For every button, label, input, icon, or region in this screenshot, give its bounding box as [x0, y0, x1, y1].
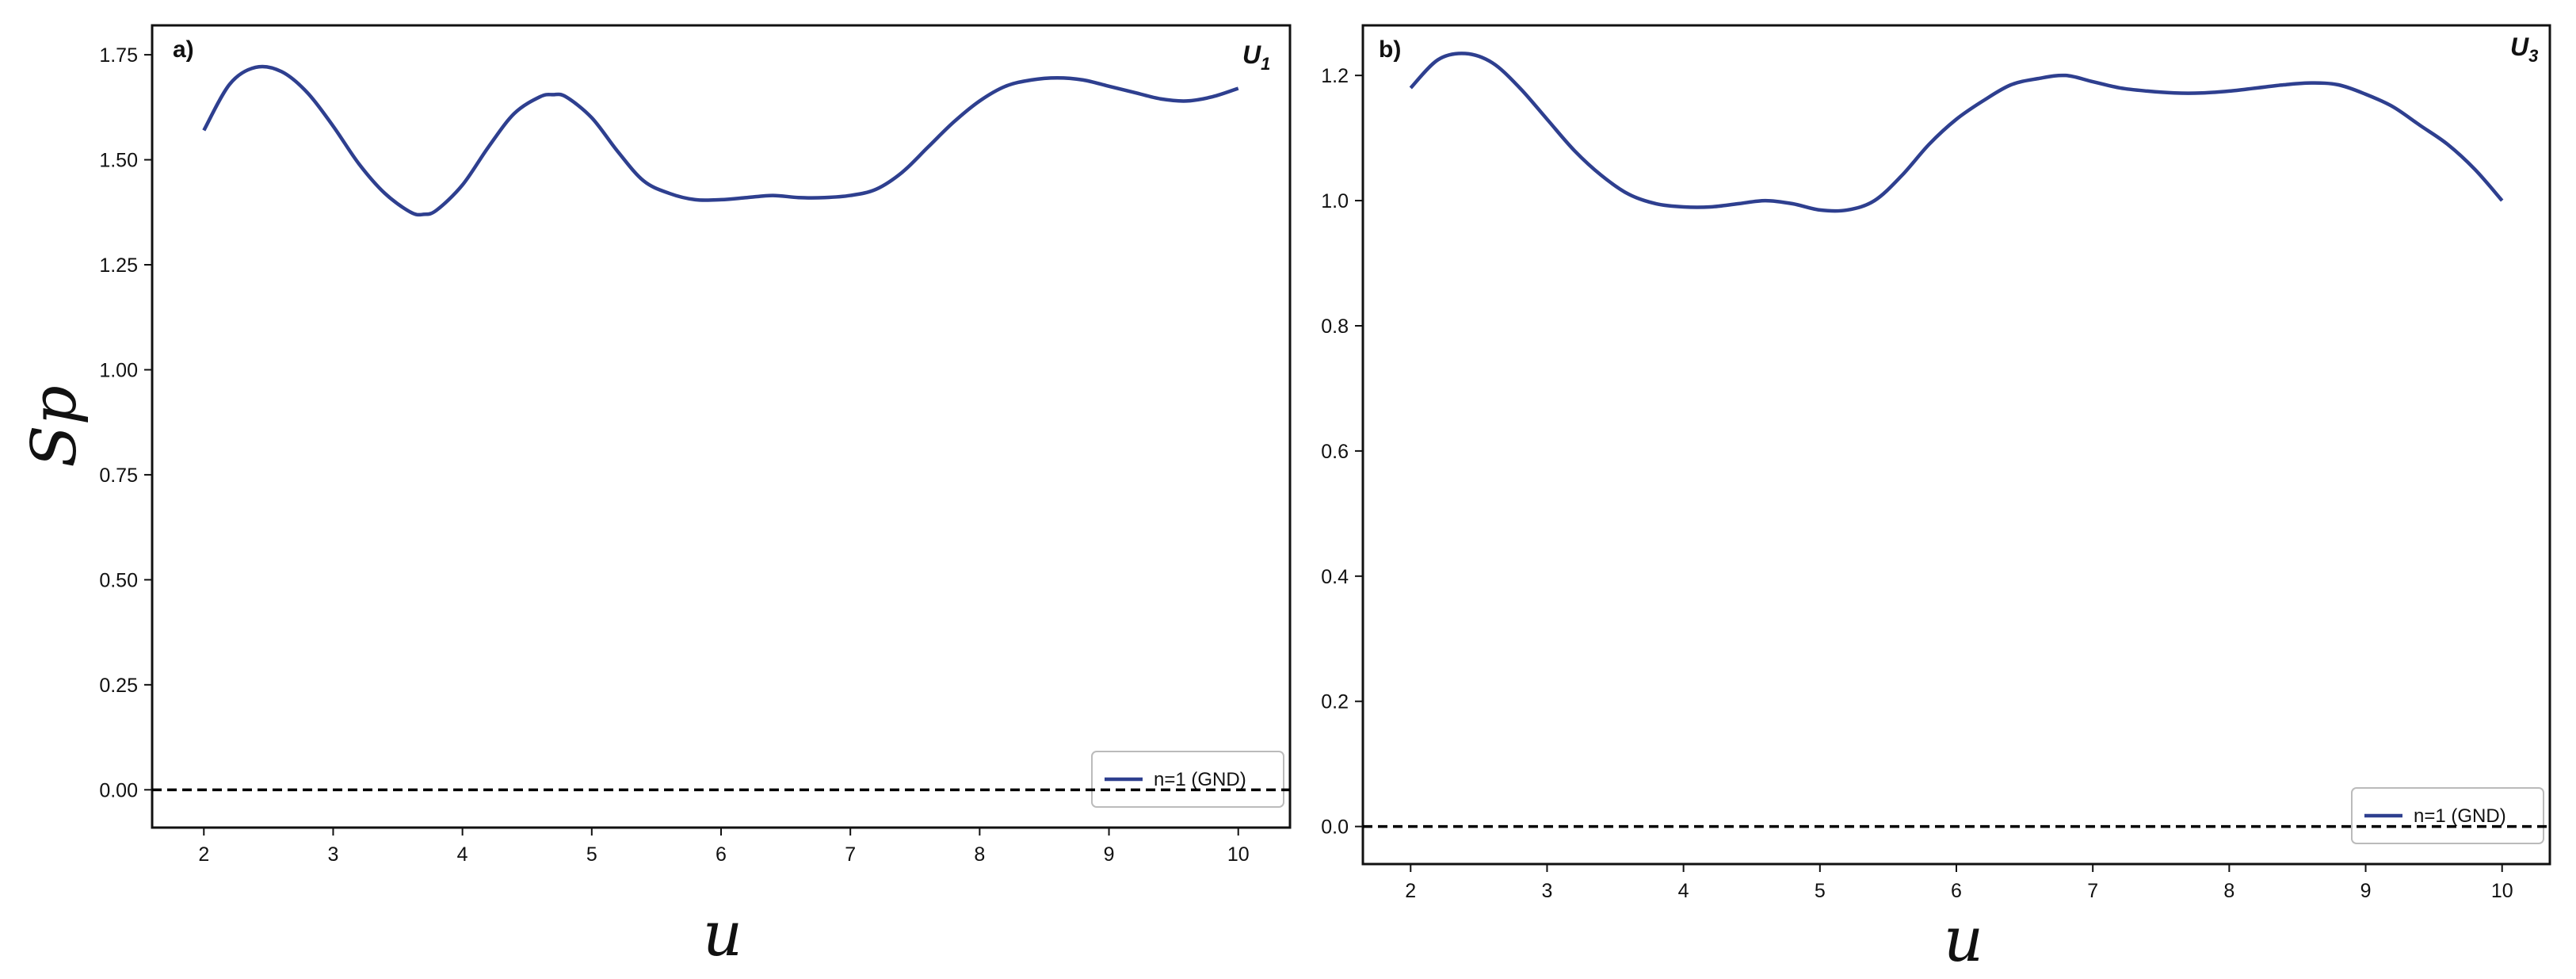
panel-b-series-line [1409, 52, 2504, 213]
panel-a-x-tick-label: 9 [1104, 843, 1115, 866]
panel-a-frame [151, 24, 1292, 829]
panel-b-y-tick-label: 0.2 [1321, 691, 1349, 713]
panel-a-x-tick-label: 3 [328, 843, 339, 866]
panel-a-y-tick-label: 0.75 [99, 465, 138, 487]
panel-a-x-tick-label: 4 [457, 843, 468, 866]
panel-b-y-tick-label: 1.2 [1321, 65, 1349, 87]
panel-a-y-tick-label: 1.75 [99, 44, 138, 67]
panel-b-legend-label: n=1 (GND) [2414, 805, 2506, 827]
panel-a-label: a) [173, 36, 194, 63]
panel-a-legend [1091, 751, 1284, 808]
panel-a-y-axis-label: Sp [19, 385, 90, 467]
panel-b-x-tick-label: 5 [1815, 880, 1826, 902]
panel-a-y-tick-label: 0.00 [99, 779, 138, 801]
panel-b: b) U3 u 2 3 4 5 6 7 8 9 10 0.0 0.2 0.4 0.6 0.8 1.0 1.2 n… [1321, 24, 2551, 976]
panel-a-y-tick-label: 0.25 [99, 675, 138, 697]
panel-b-x-tick-label: 7 [2087, 880, 2098, 902]
panel-b-x-axis-label: u [1944, 904, 1983, 976]
panel-b-x-tick-label: 4 [1678, 880, 1689, 902]
panel-b-y-tick-label: 0.6 [1321, 441, 1349, 463]
panel-a-x-tick-label: 8 [974, 843, 985, 866]
panel-a-y-tick-label: 0.50 [99, 569, 138, 591]
panel-b-x-tick-label: 6 [1951, 880, 1962, 902]
panel-b-y-tick-label: 0.4 [1321, 566, 1349, 588]
panel-b-label: b) [1379, 36, 1401, 63]
panel-b-y-tick-label: 0.8 [1321, 315, 1349, 338]
panel-b-x-tick-label: 10 [2491, 880, 2513, 902]
panel-b-x-tick-label: 3 [1541, 880, 1552, 902]
panel-b-frame [1361, 24, 2551, 866]
panel-a-y-tick-label: 1.25 [99, 254, 138, 277]
panel-a-legend-label: n=1 (GND) [1154, 769, 1246, 790]
panel-a-x-axis-label: u [703, 899, 742, 970]
panel-b-y-tick-label: 1.0 [1321, 190, 1349, 212]
panel-b-legend [2351, 787, 2544, 844]
panel-a-x-tick-label: 7 [845, 843, 856, 866]
panel-b-x-tick-label: 8 [2223, 880, 2234, 902]
panel-a-x-tick-label: 5 [586, 843, 597, 866]
panel-a-y-tick-label: 1.50 [99, 150, 138, 172]
panel-a-x-tick-label: 2 [198, 843, 209, 866]
panel-a-x-tick-label: 10 [1227, 843, 1250, 866]
panel-b-x-tick-label: 9 [2360, 880, 2372, 902]
panel-b-x-tick-label: 2 [1405, 880, 1416, 902]
panel-b-corner-label: U3 [2510, 33, 2538, 66]
panel-a-y-tick-label: 1.00 [99, 359, 138, 381]
panel-a-x-tick-label: 6 [716, 843, 727, 866]
panel-a-corner-label: U1 [1242, 40, 1270, 74]
panel-a: a) U1 Sp u 2 3 4 5 6 7 8 9 10 0.00 0.25 0.50 0.75 1.0… [19, 24, 1292, 970]
panel-b-y-tick-label: 0.0 [1321, 816, 1349, 839]
panel-a-series-line [202, 64, 1239, 217]
